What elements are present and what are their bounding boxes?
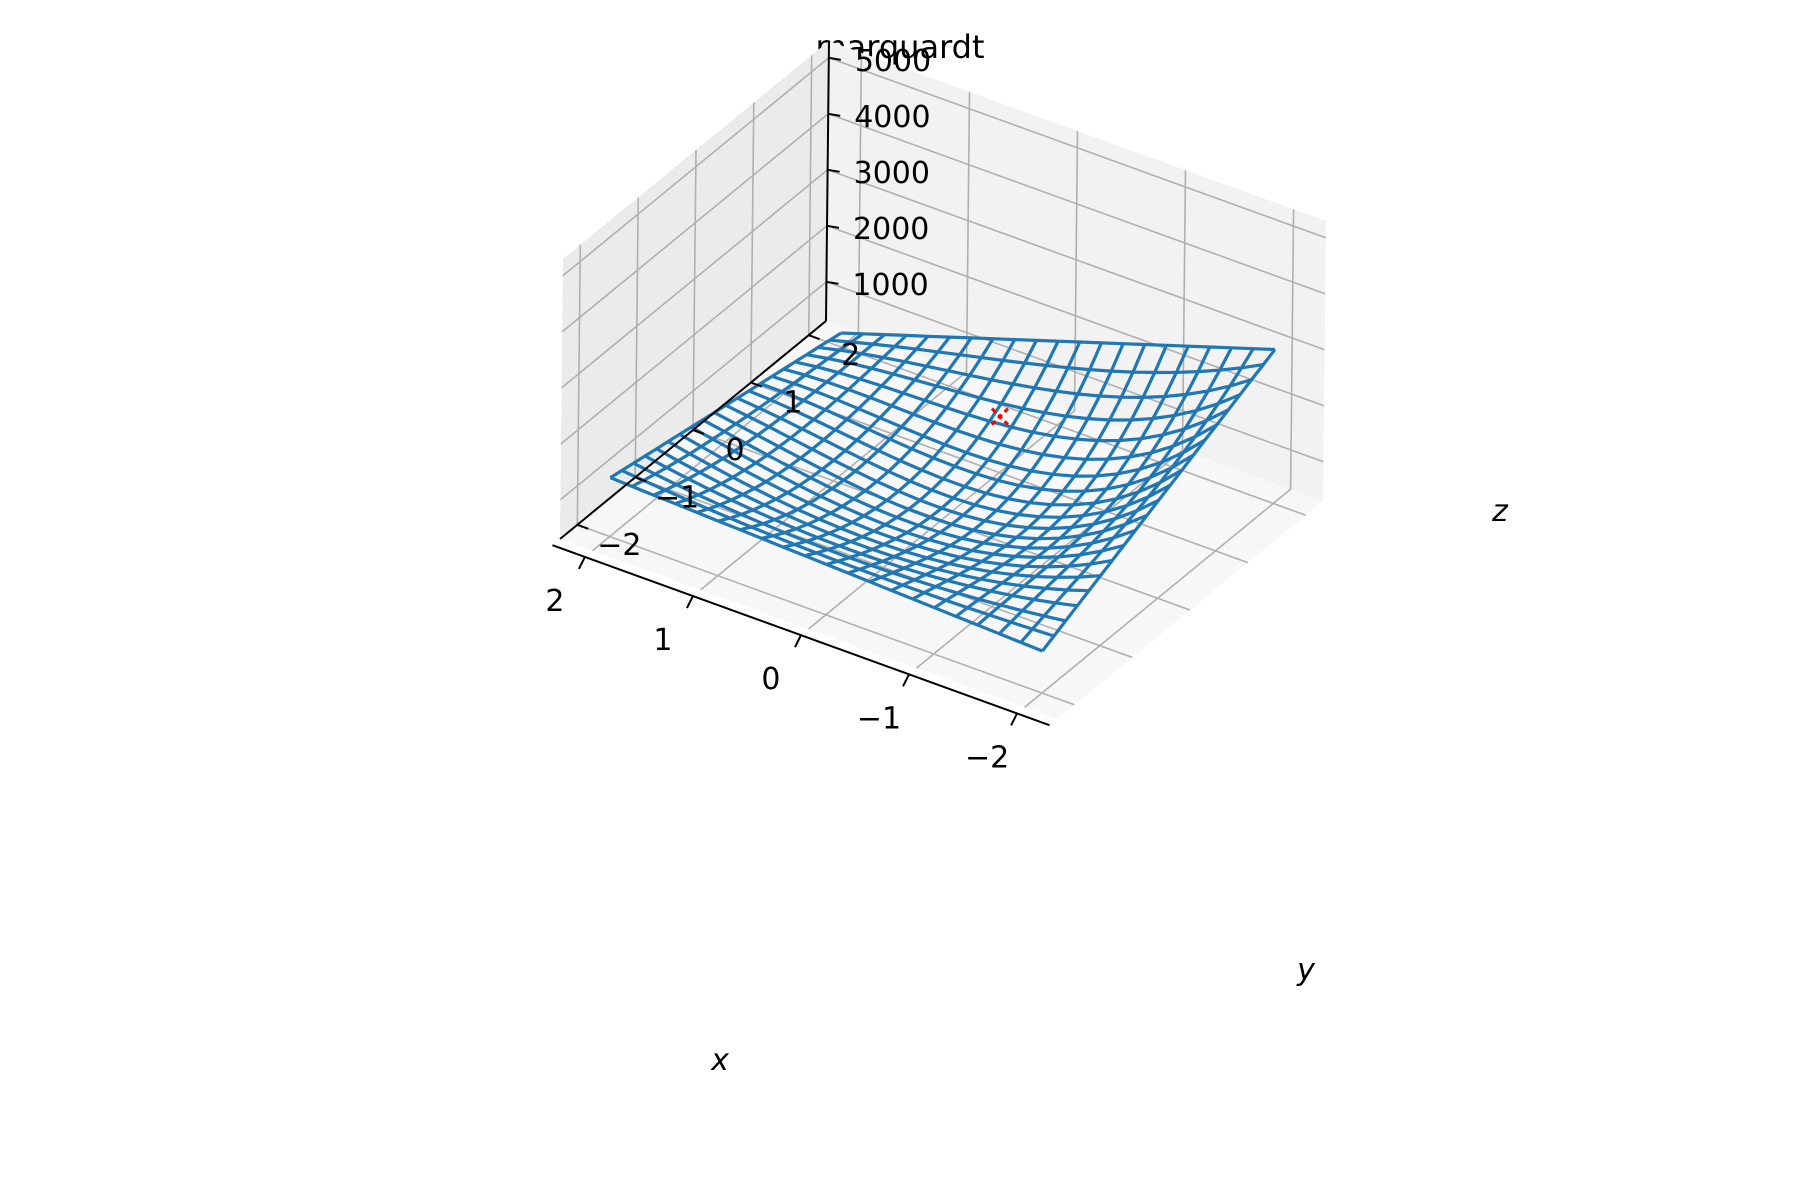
x-axis-label: x xyxy=(710,1043,729,1078)
y-tick-label: 0 xyxy=(725,433,744,468)
x-tick-mark xyxy=(686,595,694,609)
x-tick-mark xyxy=(794,634,802,648)
y-tick-label: 1 xyxy=(783,386,802,421)
wire-line-y xyxy=(725,403,1160,531)
wire-line-y xyxy=(690,425,1125,560)
surface-wireframe xyxy=(609,331,1277,653)
tick-labels: −2 −1 0 1 2 −2 −1 0 1 2 1000 2000 3000 4000 5000 xyxy=(545,44,1018,775)
wire-line-y xyxy=(713,411,1148,541)
y-tick-label: −1 xyxy=(655,480,699,515)
wire-line-y xyxy=(655,447,1089,593)
x-axis-line xyxy=(552,544,1050,727)
x-tick-mark xyxy=(1010,712,1018,726)
z-axis-line xyxy=(825,40,830,322)
x-tick-mark xyxy=(902,673,910,687)
wire-line-y xyxy=(736,396,1172,519)
wire-line-y xyxy=(667,440,1101,579)
z-tick-mark xyxy=(826,280,839,285)
y-tick-label: 2 xyxy=(841,338,860,373)
z-tick-label: 2000 xyxy=(853,212,929,247)
y-tick-mark xyxy=(750,381,763,388)
z-tick-label: 3000 xyxy=(854,156,930,191)
wire-line-y xyxy=(771,374,1206,478)
wire-line-y xyxy=(759,382,1195,493)
x-tick-label: 2 xyxy=(545,584,564,619)
z-tick-label: 4000 xyxy=(854,100,930,135)
z-tick-label: 5000 xyxy=(855,44,931,79)
wire-line-y xyxy=(678,432,1113,569)
x-tick-label: −1 xyxy=(857,701,901,736)
wire-line-y xyxy=(748,389,1183,507)
y-tick-mark xyxy=(692,429,705,435)
z-tick-mark xyxy=(828,112,841,117)
x-tick-mark xyxy=(578,556,586,570)
z-tick-mark xyxy=(826,224,840,229)
z-tick-mark xyxy=(828,56,841,61)
wire-line-y xyxy=(841,331,1275,352)
grid-line-x xyxy=(1024,209,1295,708)
wire-line-y xyxy=(644,454,1078,608)
y-tick-label: −2 xyxy=(597,528,641,563)
z-tick-label: 1000 xyxy=(852,268,928,303)
y-tick-mark xyxy=(577,523,589,530)
axis-panes xyxy=(560,41,1326,719)
x-tick-label: −2 xyxy=(965,740,1009,775)
marker-stroke xyxy=(990,407,1009,426)
wire-line-y xyxy=(817,345,1253,399)
wire-line-y xyxy=(632,461,1066,623)
x-tick-label: 0 xyxy=(761,662,780,697)
wire-line-y xyxy=(794,360,1230,443)
wire-line-y xyxy=(701,418,1136,550)
z-tick-mark xyxy=(827,168,840,173)
y-axis-label: y xyxy=(1296,953,1316,988)
wire-line-y xyxy=(829,338,1264,375)
x-tick-label: 1 xyxy=(653,623,672,658)
y-tick-mark xyxy=(634,476,647,483)
y-tick-mark xyxy=(808,334,820,341)
wire-line-y xyxy=(621,469,1055,638)
z-axis-label: z xyxy=(1491,494,1509,529)
minimum-marker xyxy=(990,407,1009,426)
wire-line-y xyxy=(609,476,1043,653)
wire-line-y xyxy=(783,367,1218,461)
wire-line-y xyxy=(806,353,1241,422)
